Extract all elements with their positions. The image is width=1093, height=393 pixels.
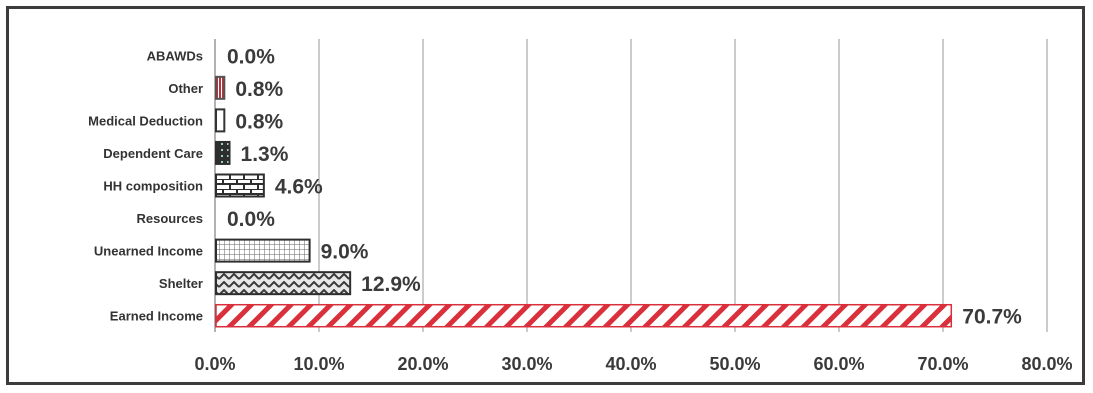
x-tick-label: 30.0% [501, 354, 552, 374]
data-label: 12.9% [361, 273, 421, 296]
category-label: HH composition [103, 179, 203, 194]
bar-hh-composition [215, 173, 265, 198]
data-label: 0.8% [235, 78, 283, 101]
x-tick-label: 0.0% [194, 354, 235, 374]
data-label: 70.7% [962, 306, 1022, 329]
category-label: ABAWDs [147, 48, 203, 63]
category-label: Unearned Income [94, 244, 203, 259]
bar-medical-deduction [215, 108, 226, 133]
x-tick-label: 70.0% [917, 354, 968, 374]
bar-chart: ABAWDs Other Medical Deduction Dependent Ca… [88, 39, 1073, 374]
x-tick-label: 10.0% [293, 354, 344, 374]
category-label: Resources [137, 211, 203, 226]
category-label: Shelter [159, 276, 203, 291]
x-tick-label: 80.0% [1021, 354, 1072, 374]
data-label: 4.6% [275, 176, 323, 199]
data-label: 9.0% [321, 241, 369, 264]
x-tick-label: 60.0% [813, 354, 864, 374]
bar-shelter [215, 271, 352, 296]
category-label: Earned Income [110, 309, 203, 324]
data-label: 0.8% [235, 110, 283, 133]
category-label: Other [168, 81, 203, 96]
chart-frame: ABAWDs Other Medical Deduction Dependent Ca… [6, 6, 1085, 385]
bar-dependent-care [215, 140, 231, 165]
bar-earned-income [215, 303, 953, 328]
bar-other [215, 75, 226, 100]
data-label: 0.0% [227, 208, 275, 231]
category-label: Medical Deduction [88, 113, 203, 128]
x-tick-label: 40.0% [605, 354, 656, 374]
bar-unearned-income [215, 238, 311, 263]
x-tick-label: 50.0% [709, 354, 760, 374]
data-label: 1.3% [241, 143, 289, 166]
data-label: 0.0% [227, 45, 275, 68]
x-tick-label: 20.0% [397, 354, 448, 374]
category-label: Dependent Care [103, 146, 203, 161]
